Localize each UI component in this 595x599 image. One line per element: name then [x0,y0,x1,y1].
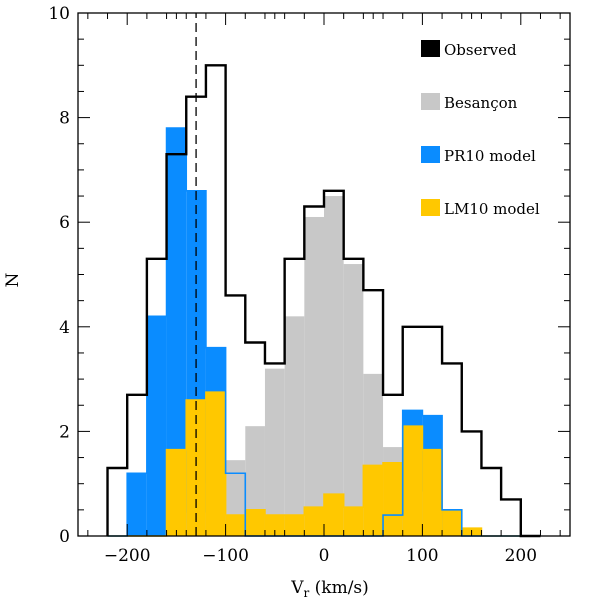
legend-swatch-besan-on [421,93,440,110]
legend-swatch-lm10-model [421,199,440,216]
lm10-model-bar [363,465,384,536]
y-axis-title: N [3,272,23,287]
lm10-model-bar [186,400,206,536]
besan-on-bar [284,316,305,536]
lm10-model-bar [284,515,305,536]
besan-on-bar [324,196,344,537]
besan-on-bar [245,426,265,536]
lm10-model-bar [383,462,403,536]
legend-label-lm10-model: LM10 model [444,200,540,218]
y-tick-label: 2 [59,422,70,442]
legend-swatch-pr10-model [421,146,440,163]
legend: Observed Besançon PR10 model LM10 model [421,40,540,218]
pr10-model-bar [127,473,147,536]
lm10-model-bar [422,449,443,536]
legend-label-pr10-model: PR10 model [444,147,536,165]
lm10-model-bar [324,494,344,536]
x-axis-title: Vr (km/s) [290,578,369,599]
x-tick-label: −100 [202,546,249,566]
lm10-model-bar [225,515,246,536]
x-tick-label: 0 [319,546,330,566]
lm10-model-bar [166,449,187,536]
pr10-model-bar [146,316,167,536]
lm10-model-series [166,392,482,536]
besan-on-bar [264,368,285,536]
lm10-model-bar [304,507,324,536]
axis-ticks: −200 −100 0 100 200 0 2 4 6 8 10 [48,4,571,566]
besan-on-bar [304,216,324,536]
pr10-model-bar [166,128,187,536]
histogram-bars [106,13,541,538]
lm10-model-bar [205,392,226,536]
x-tick-label: 200 [505,546,537,566]
lm10-model-bar [264,515,285,536]
lm10-model-bar [402,426,423,536]
y-tick-label: 6 [59,213,70,233]
observed-outline [106,64,541,538]
lm10-model-bar [442,509,462,536]
lm10-model-bar [343,507,364,536]
x-tick-label: 100 [406,546,438,566]
y-tick-label: 8 [59,109,70,129]
legend-swatch-observed [421,40,440,57]
y-tick-label: 10 [48,4,70,24]
y-tick-label: 4 [59,318,70,338]
besan-on-bar [343,264,364,536]
legend-label-besan-on: Besançon [444,94,518,112]
y-tick-label: 0 [59,527,70,547]
lm10-model-bar [245,509,265,536]
legend-label-observed: Observed [444,41,517,59]
x-tick-label: −200 [104,546,151,566]
